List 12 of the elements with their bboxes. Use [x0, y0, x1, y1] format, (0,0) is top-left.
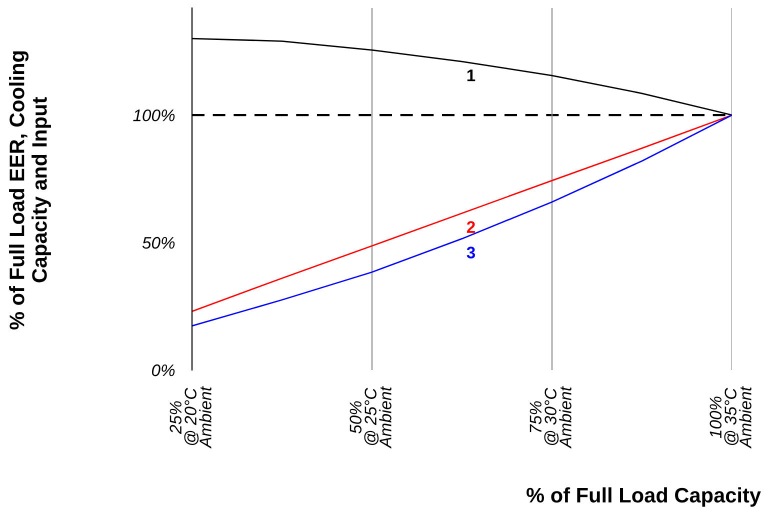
- x-tick-label: 75% @ 30°C Ambient: [530, 386, 572, 449]
- x-axis-title: % of Full Load Capacity: [526, 487, 761, 507]
- y-tick-label: 100%: [133, 109, 175, 122]
- x-tick-label: 25% @ 20°C Ambient: [170, 386, 212, 449]
- series-label: 3: [466, 246, 476, 259]
- x-tick-label: 50% @ 25°C Ambient: [350, 386, 392, 449]
- y-axis-title: % of Full Load EER, Cooling Capacity and Input: [9, 51, 51, 330]
- series-label: 2: [466, 221, 475, 233]
- series-label: 1: [467, 70, 476, 82]
- y-tick-label: 50%: [142, 236, 175, 249]
- y-tick-label: 0%: [152, 364, 175, 376]
- x-tick-label: 100% @ 35°C Ambient: [710, 386, 752, 449]
